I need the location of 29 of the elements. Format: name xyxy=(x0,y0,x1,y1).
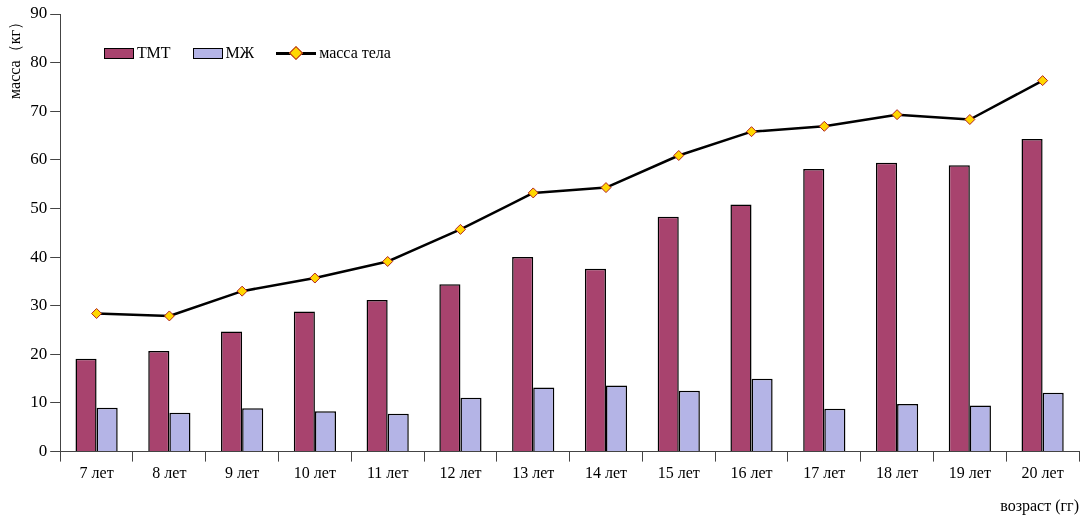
x-tick-label: 9 лет xyxy=(225,464,260,482)
x-tick-label: 18 лет xyxy=(876,464,919,482)
legend-label: масса тела xyxy=(319,44,391,62)
y-tick-label: 80 xyxy=(30,52,48,72)
x-tick-label: 19 лет xyxy=(948,464,991,482)
y-tick-label: 90 xyxy=(30,3,48,23)
y-tick-label: 0 xyxy=(38,441,48,461)
x-tick-label: 20 лет xyxy=(1021,464,1064,482)
x-tick-label: 16 лет xyxy=(730,464,773,482)
y-axis-title: масса（кг） xyxy=(5,14,23,99)
y-tick-label: 20 xyxy=(30,343,48,363)
x-tick-label: 10 лет xyxy=(293,464,336,482)
x-tick-label: 12 лет xyxy=(439,464,482,482)
legend-label: МЖ xyxy=(225,44,255,62)
y-tick-label: 60 xyxy=(30,149,48,169)
x-tick-label: 15 лет xyxy=(657,464,700,482)
x-tick-label: 17 лет xyxy=(803,464,846,482)
x-axis-title: возраст (гг) xyxy=(1000,496,1079,515)
y-tick-label: 30 xyxy=(30,295,48,315)
y-tick-label: 70 xyxy=(30,100,48,120)
x-tick-label: 11 лет xyxy=(366,464,409,482)
y-tick-label: 10 xyxy=(30,392,48,412)
x-tick-label: 13 лет xyxy=(512,464,555,482)
x-tick-label: 14 лет xyxy=(584,464,628,482)
x-tick-label: 8 лет xyxy=(152,464,187,482)
legend-label: ТМТ xyxy=(137,44,171,62)
x-tick-label: 7 лет xyxy=(79,464,114,482)
y-tick-label: 50 xyxy=(30,197,48,217)
y-tick-label: 40 xyxy=(30,246,48,266)
